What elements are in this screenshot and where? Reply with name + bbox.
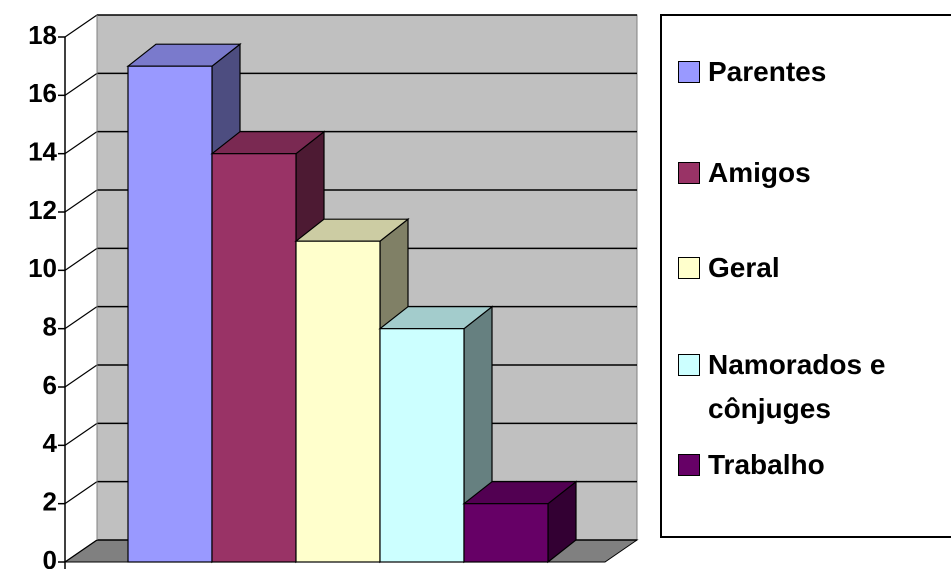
- bar: [295, 240, 381, 563]
- y-tick-label: 12: [28, 195, 57, 225]
- y-tick-label: 8: [43, 312, 57, 342]
- grid-line-side: [64, 72, 98, 96]
- grid-line-side: [64, 247, 98, 271]
- legend-swatch: [678, 454, 700, 476]
- legend-swatch: [678, 162, 700, 184]
- y-tick-label: 4: [43, 428, 58, 458]
- legend-swatch: [678, 61, 700, 83]
- grid-line-side: [64, 364, 98, 388]
- grid-line-side: [64, 539, 98, 563]
- bar: [211, 153, 297, 563]
- grid-line-side: [64, 14, 98, 38]
- y-tick-label: 14: [28, 137, 57, 167]
- legend-label: Parentes: [708, 56, 827, 87]
- legend-label: Namorados e cônjuges: [708, 349, 886, 424]
- grid-line-side: [64, 131, 98, 155]
- grid-line-side: [64, 189, 98, 213]
- bar: [463, 503, 549, 563]
- grid-line-side: [64, 306, 98, 330]
- legend-swatch: [678, 257, 700, 279]
- y-tick-label: 0: [43, 545, 57, 569]
- bar: [379, 328, 465, 563]
- grid-line-side: [64, 422, 98, 446]
- bar: [127, 65, 213, 563]
- y-tick-label: 16: [28, 78, 57, 108]
- y-tick-label: 6: [43, 370, 57, 400]
- legend-label: Trabalho: [708, 449, 825, 480]
- legend-label: Geral: [708, 252, 780, 283]
- legend-swatch: [678, 354, 700, 376]
- y-tick-label: 2: [43, 487, 57, 517]
- grid-line-side: [64, 481, 98, 505]
- legend-label: Amigos: [708, 157, 811, 188]
- legend: Parentes Amigos Geral Namorados e cônjuges T…: [660, 14, 951, 538]
- y-tick-label: 18: [28, 20, 57, 50]
- y-tick-label: 10: [28, 253, 57, 283]
